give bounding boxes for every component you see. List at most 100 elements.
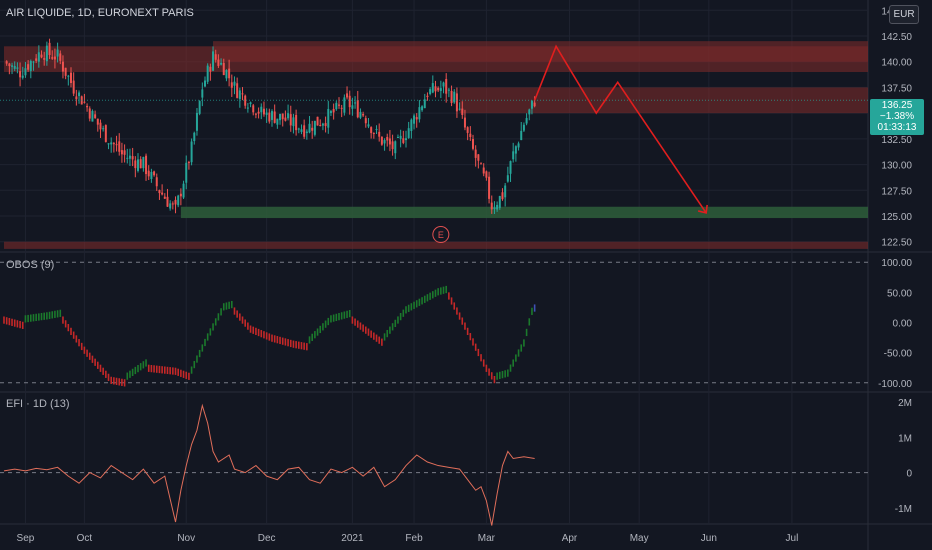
candle-body xyxy=(29,60,32,72)
candle-body xyxy=(281,113,284,120)
candle-body xyxy=(480,163,483,165)
candle-body xyxy=(273,111,276,123)
candle-body xyxy=(43,58,46,60)
candle-body xyxy=(147,170,150,177)
candle-body xyxy=(364,118,367,124)
candle-body xyxy=(463,117,466,128)
candle-body xyxy=(45,45,48,62)
candle-body xyxy=(399,135,402,139)
candle-body xyxy=(421,106,424,111)
candle-body xyxy=(311,127,314,131)
candle-body xyxy=(142,157,145,169)
candle-body xyxy=(378,131,381,137)
candle-body xyxy=(305,131,308,134)
x-tick-label: Sep xyxy=(17,533,35,544)
candle-body xyxy=(123,150,126,155)
currency-button[interactable]: EUR xyxy=(889,5,919,24)
candle-body xyxy=(72,80,75,94)
obos-y-tick-label: 0.00 xyxy=(893,319,913,330)
candle-body xyxy=(370,127,373,134)
candle-body xyxy=(367,124,370,127)
y-tick-label: 130.00 xyxy=(881,161,912,172)
candle-body xyxy=(482,167,485,174)
candle-body xyxy=(222,62,225,76)
efi-line xyxy=(3,403,535,526)
candle-body xyxy=(190,141,193,163)
candle-body xyxy=(442,82,445,87)
candle-body xyxy=(225,70,228,79)
candle-body xyxy=(35,58,38,61)
candle-body xyxy=(145,155,148,175)
candle-body xyxy=(313,120,316,135)
candle-body xyxy=(405,138,407,141)
candle-body xyxy=(434,86,437,92)
candle-body xyxy=(254,113,257,115)
candle-body xyxy=(426,95,429,98)
candle-body xyxy=(228,68,231,79)
candle-body xyxy=(48,42,51,56)
candle-body xyxy=(56,49,59,57)
candle-body xyxy=(252,105,255,113)
candle-body xyxy=(40,54,43,58)
candle-body xyxy=(268,112,271,122)
candle-body xyxy=(522,124,525,131)
candle-body xyxy=(383,140,386,144)
candle-body xyxy=(289,114,292,126)
candle-body xyxy=(241,93,244,95)
candle-body xyxy=(177,195,180,206)
x-tick-label: 2021 xyxy=(341,533,364,544)
candle-body xyxy=(439,88,442,92)
candle-body xyxy=(217,59,220,66)
candle-body xyxy=(209,66,212,72)
candle-body xyxy=(107,143,110,145)
x-tick-label: Apr xyxy=(562,533,578,544)
candle-body xyxy=(461,108,464,115)
candle-body xyxy=(493,207,496,209)
candle-body xyxy=(402,138,405,143)
candle-body xyxy=(13,65,16,69)
candle-body xyxy=(329,111,332,113)
candle-body xyxy=(150,171,153,179)
earnings-marker xyxy=(432,226,450,244)
candle-body xyxy=(431,83,434,93)
candle-body xyxy=(388,138,391,145)
candle-body xyxy=(96,118,99,125)
candle-body xyxy=(61,61,64,72)
obos-pane-title[interactable]: OBOS (9) xyxy=(6,259,55,271)
candle-body xyxy=(32,61,35,63)
candle-body xyxy=(466,127,469,133)
candle-body xyxy=(161,192,164,195)
candle-body xyxy=(257,111,260,114)
candle-body xyxy=(158,190,161,194)
candle-body xyxy=(134,160,137,169)
candle-body xyxy=(206,65,209,82)
candle-body xyxy=(171,203,174,205)
efi-pane-title[interactable]: EFI · 1D (13) xyxy=(6,398,70,410)
candle-body xyxy=(112,143,115,145)
candle-body xyxy=(488,176,491,199)
candle-body xyxy=(214,54,217,60)
candle-body xyxy=(410,119,413,131)
x-tick-label: Jun xyxy=(701,533,717,544)
candle-body xyxy=(528,109,531,115)
candle-body xyxy=(340,107,343,109)
efi-y-tick-label: -1M xyxy=(895,504,912,515)
candle-body xyxy=(195,112,198,131)
candle-body xyxy=(128,155,131,159)
candle-body xyxy=(182,183,185,198)
x-tick-label: Nov xyxy=(177,533,195,544)
candle-body xyxy=(300,129,303,132)
candle-body xyxy=(166,196,169,207)
last-price-label: 136.25 −1.38% 01:33:13 xyxy=(870,99,924,135)
candle-body xyxy=(238,90,241,99)
candle-body xyxy=(271,111,273,120)
candle-body xyxy=(287,113,290,119)
candle-body xyxy=(51,57,54,59)
x-tick-label: Dec xyxy=(258,533,276,544)
candle-body xyxy=(445,79,448,94)
candle-body xyxy=(75,96,78,100)
candle-body xyxy=(338,104,340,106)
candle-body xyxy=(83,101,86,103)
candle-body xyxy=(512,151,515,160)
